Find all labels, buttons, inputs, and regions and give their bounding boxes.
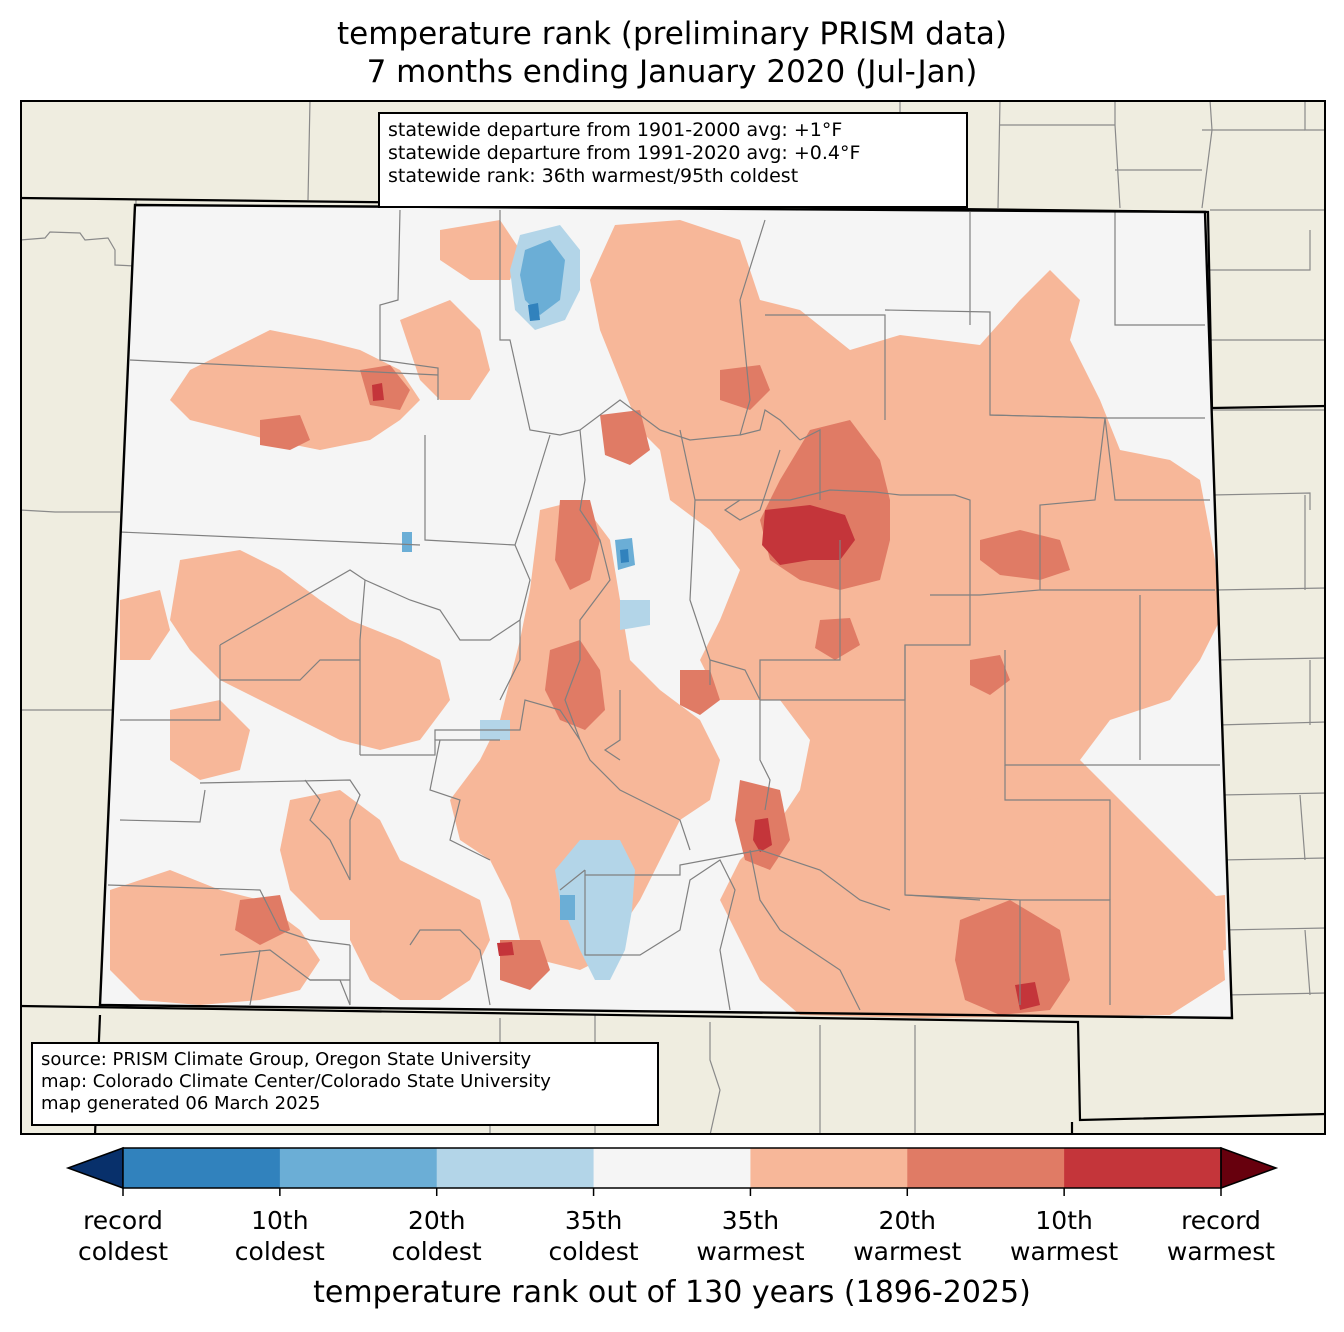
- cold-10th-regions: [528, 303, 629, 563]
- colorbar-segment: [436, 1148, 595, 1188]
- colorbar-tick-label: record warmest: [1146, 1205, 1296, 1267]
- warm-10th-regions: [372, 383, 1040, 1010]
- colorbar-segments: [123, 1148, 1222, 1188]
- stats-rank: statewide rank: 36th warmest/95th coldes…: [388, 165, 799, 187]
- generated-date-line: map generated 06 March 2025: [41, 1093, 321, 1114]
- tick-label-line1: 10th: [1035, 1206, 1093, 1235]
- tick-label-line2: warmest: [1166, 1237, 1276, 1266]
- colorbar-tick-label: 35th warmest: [675, 1205, 825, 1267]
- colorbar-tick-label: 20th warmest: [832, 1205, 982, 1267]
- tick-label-line1: 20th: [407, 1206, 466, 1235]
- colorbar-outline: [122, 1147, 1222, 1189]
- tick-label-line2: coldest: [234, 1237, 325, 1266]
- warm-35th-regions: [110, 220, 1226, 1018]
- colorbar-ticks: [122, 1188, 1222, 1196]
- tick-label-line2: coldest: [548, 1237, 639, 1266]
- colorbar-segment: [123, 1148, 281, 1188]
- colorbar-segment: [750, 1148, 908, 1188]
- map-subtitle: 7 months ending January 2020 (Jul-Jan): [366, 54, 978, 90]
- colorbar-extend-warm: [1220, 1146, 1279, 1190]
- colorbar-tick-label: 10th coldest: [205, 1205, 355, 1267]
- colorbar-segment: [907, 1148, 1065, 1188]
- colorbar-tick-label: 10th warmest: [989, 1205, 1139, 1267]
- tick-label-line2: coldest: [391, 1237, 482, 1266]
- tick-label-line2: warmest: [853, 1237, 962, 1266]
- colorbar-tick-label: 20th coldest: [362, 1205, 512, 1267]
- tick-label-line2: warmest: [1010, 1237, 1119, 1266]
- tick-label-line1: 10th: [251, 1206, 309, 1235]
- tick-label-line1: record: [83, 1206, 163, 1235]
- tick-label-line1: 35th: [721, 1206, 780, 1235]
- map-credit-line: map: Colorado Climate Center/Colorado St…: [41, 1071, 551, 1092]
- colorbar-tick-label: record coldest: [48, 1205, 198, 1267]
- colorbar-extend-cold: [65, 1146, 124, 1190]
- source-line: source: PRISM Climate Group, Oregon Stat…: [41, 1049, 532, 1070]
- stats-departure-1901: statewide departure from 1901-2000 avg: …: [388, 119, 843, 141]
- colorbar: [65, 1146, 1279, 1196]
- statewide-stats-box: statewide departure from 1901-2000 avg: …: [378, 112, 968, 208]
- map-frame: [20, 100, 1326, 1135]
- map-title: temperature rank (preliminary PRISM data…: [336, 16, 1007, 52]
- colorbar-title: temperature rank out of 130 years (1896-…: [313, 1275, 1031, 1310]
- colorado-rank-map: [20, 100, 1326, 1135]
- tick-label-line1: 20th: [878, 1206, 937, 1235]
- colorbar-segment: [1064, 1148, 1222, 1188]
- stats-departure-1991: statewide departure from 1991-2020 avg: …: [388, 142, 861, 164]
- tick-label-line2: warmest: [696, 1237, 805, 1266]
- colorado-border: [98, 203, 1234, 1020]
- tick-label-line1: 35th: [564, 1206, 623, 1235]
- tick-label-line2: coldest: [77, 1237, 169, 1266]
- county-lines: [107, 209, 1220, 1011]
- source-box: source: PRISM Climate Group, Oregon Stat…: [31, 1042, 659, 1126]
- tick-label-line1: record: [1181, 1206, 1261, 1235]
- colorbar-segment: [593, 1148, 751, 1188]
- colorbar-segment: [279, 1148, 438, 1188]
- colorbar-tick-label: 35th coldest: [519, 1205, 669, 1267]
